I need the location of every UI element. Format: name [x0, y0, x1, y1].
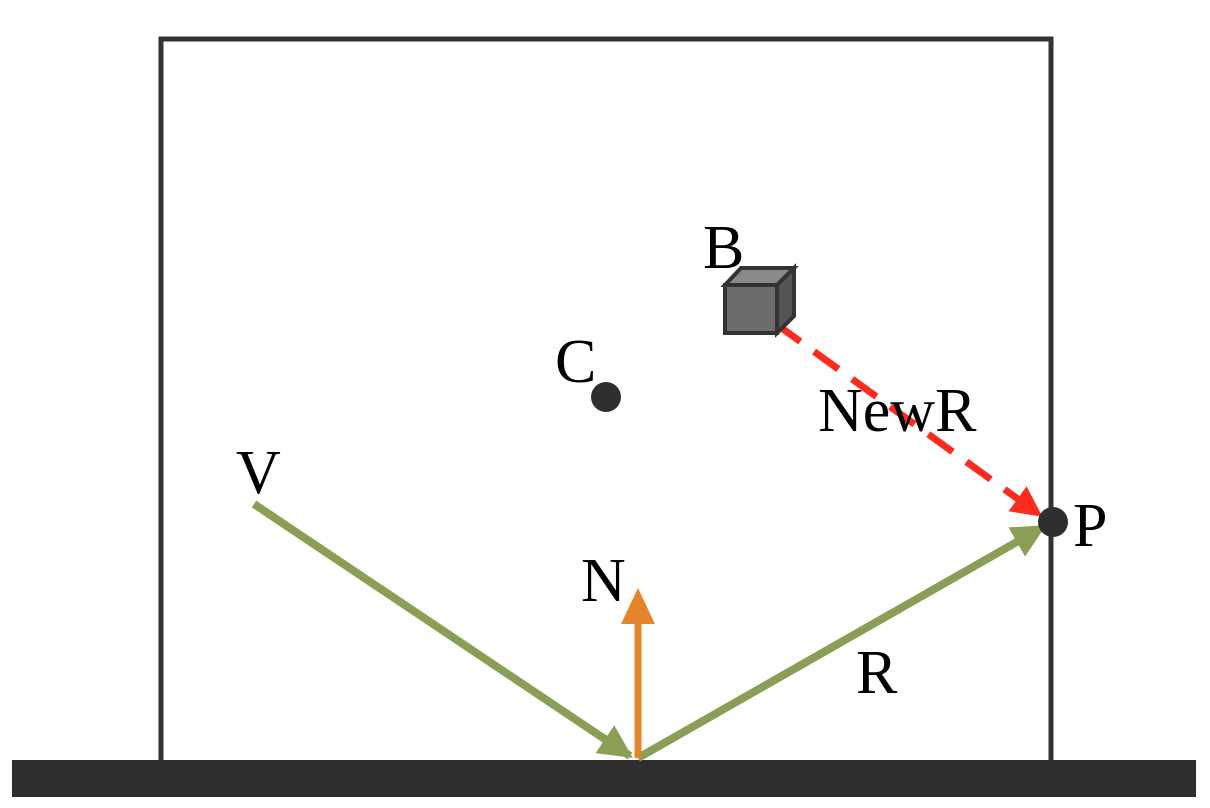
normal-arrowhead — [621, 588, 655, 624]
label-c: C — [555, 328, 596, 396]
label-r: R — [856, 639, 898, 707]
label-v: V — [236, 439, 281, 507]
label-b: B — [703, 214, 744, 282]
point-p — [1038, 507, 1068, 537]
label-newr: NewR — [818, 377, 977, 445]
room-outline — [158, 36, 1054, 762]
label-p: P — [1073, 492, 1107, 560]
corrected-ray-newr — [773, 321, 1043, 518]
incident-ray-v — [251, 500, 633, 760]
box-b-cube — [720, 263, 799, 338]
center-point-c — [591, 382, 621, 412]
reflected-ray-r — [636, 523, 1046, 762]
floor — [12, 760, 1196, 797]
label-n: N — [581, 547, 626, 615]
